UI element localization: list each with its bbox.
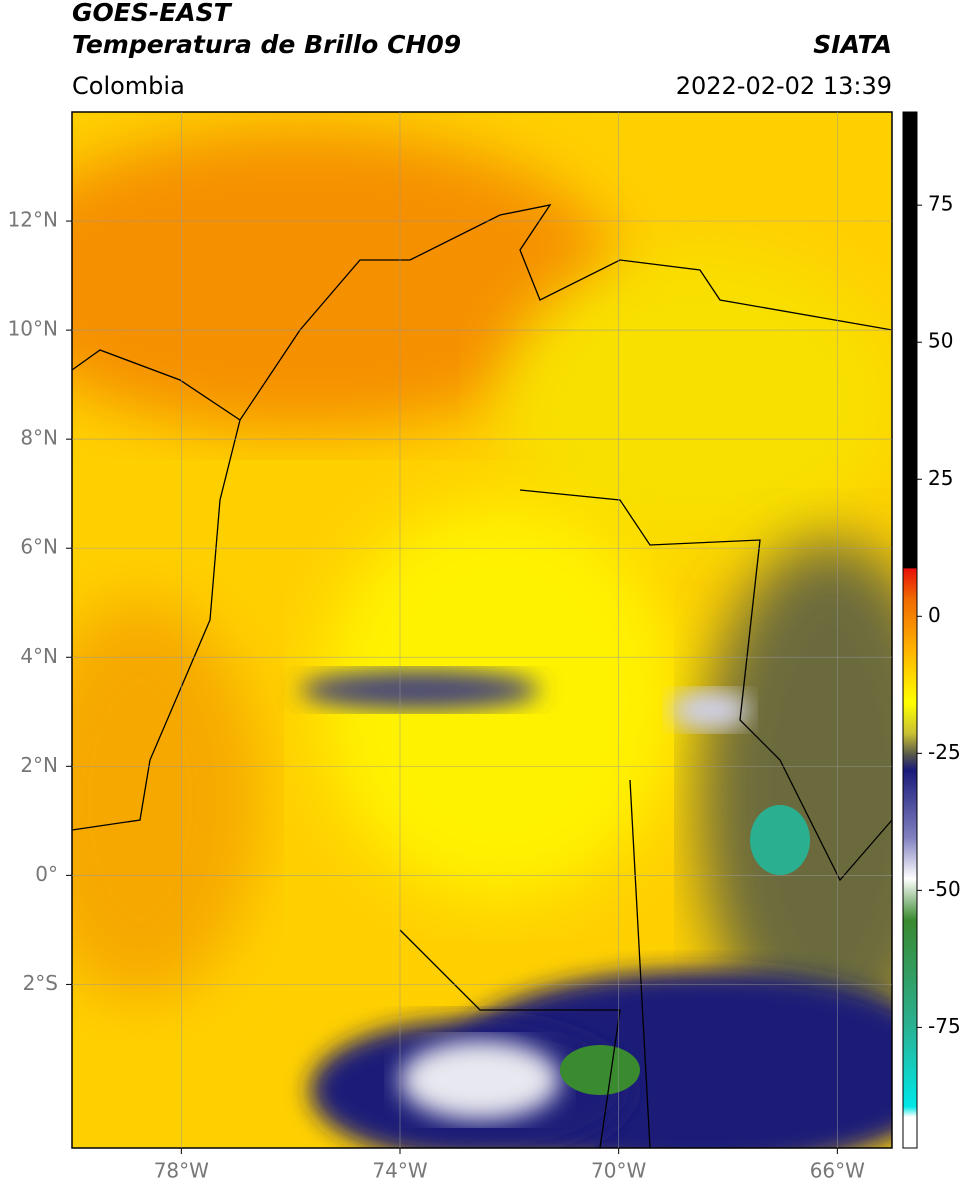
x-tick-label: 78°W (154, 1159, 209, 1183)
y-tick-label: 2°S (23, 971, 58, 995)
colorbar-tick-label: -50 (928, 877, 961, 901)
title-line1: GOES-EAST (72, 0, 233, 27)
colorbar-tick-label: 25 (928, 466, 953, 490)
y-tick-label: 4°N (20, 644, 58, 668)
colorbar-tick-label: -25 (928, 740, 961, 764)
region: Colombia (72, 72, 185, 100)
x-tick-label: 74°W (372, 1159, 427, 1183)
y-tick-label: 8°N (20, 426, 58, 450)
imagery (72, 112, 892, 1148)
brand: SIATA (813, 30, 892, 59)
colorbar (902, 111, 918, 1149)
colorbar-tick-label: 75 (928, 192, 953, 216)
y-tick-label: 6°N (20, 535, 58, 559)
colorbar-tick-label: -75 (928, 1014, 961, 1038)
x-tick-label: 70°W (591, 1159, 646, 1183)
y-tick-label: 0° (35, 862, 58, 886)
y-tick-label: 12°N (8, 208, 58, 232)
title-line2: Temperatura de Brillo CH09 (72, 30, 461, 59)
colorbar-tick-label: 0 (928, 603, 941, 627)
y-tick-label: 10°N (8, 317, 58, 341)
colorbar-tick-label: 50 (928, 329, 953, 353)
x-tick-label: 66°W (810, 1159, 865, 1183)
y-tick-label: 2°N (20, 753, 58, 777)
timestamp: 2022-02-02 13:39 (676, 72, 892, 100)
map-frame (71, 111, 893, 1149)
